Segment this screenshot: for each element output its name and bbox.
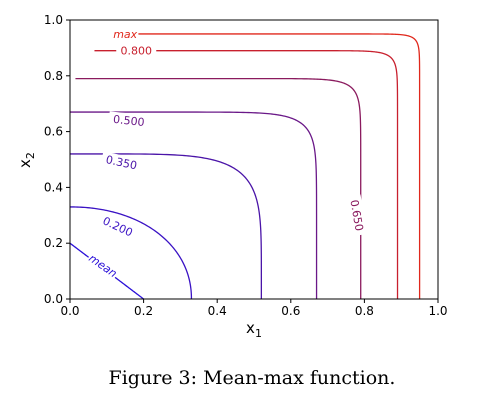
x-tick-label: 0.4 bbox=[208, 304, 227, 318]
y-tick-label: 0.6 bbox=[44, 125, 63, 139]
x-tick-label: 0.2 bbox=[134, 304, 153, 318]
x-tick-label: 0.6 bbox=[281, 304, 300, 318]
contour-line-0-650 bbox=[75, 77, 362, 299]
contour-label-bg bbox=[346, 194, 368, 237]
contour-label-0-350: 0.350 bbox=[100, 151, 143, 174]
contour-line-0-200 bbox=[69, 206, 193, 300]
plot-frame bbox=[69, 19, 439, 300]
contour-label-bg bbox=[108, 111, 150, 130]
contour-label-0-500: 0.500 bbox=[108, 111, 150, 130]
y-axis-label: x2 bbox=[16, 152, 37, 168]
x-axis-ticks: 0.0 0.2 0.4 0.6 0.8 1.0 bbox=[60, 299, 448, 318]
contour-line-0-500 bbox=[70, 111, 318, 299]
contour-label-text: 0.350 bbox=[105, 153, 139, 172]
y-tick-label: 0.4 bbox=[44, 180, 63, 194]
y-tick-label: 0.8 bbox=[44, 69, 63, 83]
contour-line-0-350 bbox=[70, 153, 263, 300]
x-axis-label: x1 bbox=[246, 319, 262, 340]
contour-label-0-800: 0.800 bbox=[116, 43, 157, 58]
x-axis-label-sub: 1 bbox=[255, 327, 262, 340]
contour-label-0-650: 0.650 bbox=[346, 194, 368, 237]
x-tick-label: 1.0 bbox=[428, 304, 447, 318]
y-tick-label: 0.2 bbox=[44, 236, 63, 250]
y-tick-label: 0.0 bbox=[44, 292, 63, 306]
x-axis-label-main: x bbox=[246, 319, 255, 337]
contour-label-bg bbox=[85, 250, 121, 281]
contour-label-text: 0.650 bbox=[347, 199, 365, 232]
contour-label-bg bbox=[100, 151, 143, 174]
contour-line-max bbox=[126, 33, 421, 299]
y-axis-ticks: 0.0 0.2 0.4 0.6 0.8 1.0 bbox=[44, 13, 70, 306]
contour-lines bbox=[69, 33, 421, 300]
contour-label-text: 0.500 bbox=[112, 113, 145, 129]
x-tick-label: 0.8 bbox=[355, 304, 374, 318]
x-tick-label: 0.0 bbox=[60, 304, 79, 318]
contour-label-bg bbox=[112, 26, 139, 41]
y-axis-label-main: x bbox=[16, 159, 34, 168]
contour-label-max: max bbox=[112, 26, 139, 41]
y-axis-label-sub: 2 bbox=[24, 152, 37, 159]
figure-caption: Figure 3: Mean-max function. bbox=[108, 367, 396, 389]
contour-label-bg bbox=[96, 211, 139, 242]
contour-label-bg bbox=[116, 43, 157, 58]
contour-label-text: max bbox=[113, 28, 137, 41]
contour-line-0-800 bbox=[94, 50, 399, 299]
contour-label-text: 0.800 bbox=[120, 45, 152, 58]
y-tick-label: 1.0 bbox=[44, 13, 63, 27]
